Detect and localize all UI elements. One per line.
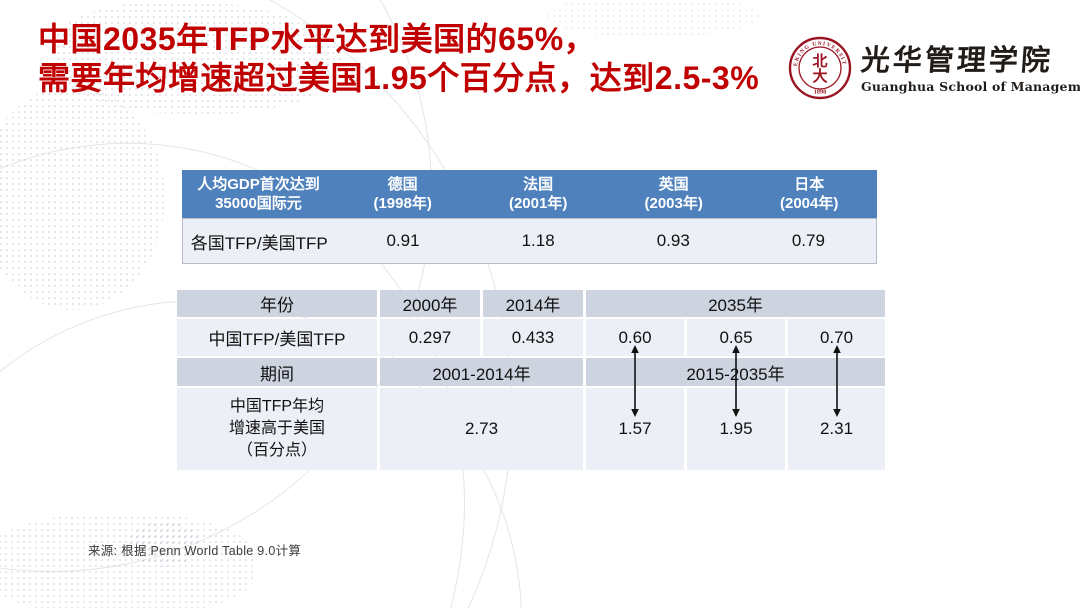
table1-header-gdp: 人均GDP首次达到 35000国际元 <box>182 170 335 218</box>
tfp-2035-low: 0.60 <box>586 319 684 356</box>
growth-label-line2: 增速高于美国 <box>228 420 325 437</box>
growth-label-line3: （百分点） <box>236 442 317 459</box>
country-name: 法国 <box>523 176 554 193</box>
tfp-2035-high: 0.70 <box>788 319 885 356</box>
header-gdp-line2: 35000国际元 <box>215 195 302 212</box>
university-logo: PEKING UNIVERSITY 1898 北 大 光华管理学院 Guangh… <box>788 36 1080 100</box>
header-gdp-line1: 人均GDP首次达到 <box>197 176 320 193</box>
growth-row-label: 中国TFP年均 增速高于美国 （百分点） <box>177 388 377 470</box>
logo-text: 光华管理学院 Guanghua School of Management <box>859 42 1080 94</box>
tfp-2000-value: 0.297 <box>380 319 480 356</box>
source-note: 来源: 根据 Penn World Table 9.0计算 <box>88 544 302 558</box>
year-2000: 2000年 <box>380 290 480 317</box>
pku-seal-icon: PEKING UNIVERSITY 1898 北 大 <box>788 36 852 100</box>
period-row-label: 期间 <box>177 358 377 386</box>
growth-2001-2014: 2.73 <box>380 388 583 470</box>
tfp-ratio-uk: 0.93 <box>656 231 690 250</box>
growth-row: 中国TFP年均 增速高于美国 （百分点） 2.73 1.57 1.95 2.31 <box>177 388 885 470</box>
tfp-ratio-germany: 0.91 <box>386 231 420 250</box>
country-name: 日本 <box>794 176 825 193</box>
double-arrow-icon <box>631 345 639 417</box>
country-name: 英国 <box>658 176 689 193</box>
year-row: 年份 2000年 2014年 2035年 <box>177 290 885 317</box>
tfp-ratio-japan: 0.79 <box>791 231 825 250</box>
slide-title-line1: 中国2035年TFP水平达到美国的65%， <box>38 21 597 57</box>
table1-header-uk: 英国 (2003年) <box>606 170 742 218</box>
seal-year-text: 1898 <box>814 89 826 96</box>
table1-data-row: 各国TFP/美国TFP 0.91 1.18 0.93 0.79 <box>182 218 877 264</box>
tfp-ratio-label: 中国TFP/美国TFP <box>177 319 377 356</box>
growth-label-line1: 中国TFP年均 <box>229 398 325 415</box>
gdp-tfp-comparison-table: 人均GDP首次达到 35000国际元 德国 (1998年) 法国 (2001年)… <box>182 170 877 264</box>
year-2035: 2035年 <box>586 290 885 317</box>
year-row-label: 年份 <box>177 290 377 317</box>
period-2001-2014: 2001-2014年 <box>380 358 583 386</box>
country-year: (2004年) <box>780 195 839 212</box>
double-arrow-icon <box>833 345 841 417</box>
period-row: 期间 2001-2014年 2015-2035年 <box>177 358 885 386</box>
dot-map-pattern <box>0 515 255 608</box>
year-2014: 2014年 <box>483 290 583 317</box>
logo-name-en: Guanghua School of Management <box>861 78 1080 94</box>
slide-title-line2: 需要年均增速超过美国1.95个百分点，达到2.5-3% <box>38 60 760 96</box>
slide-title: 中国2035年TFP水平达到美国的65%， 需要年均增速超过美国1.95个百分点… <box>38 20 759 98</box>
tfp-2014-value: 0.433 <box>483 319 583 356</box>
table1-header-row: 人均GDP首次达到 35000国际元 德国 (1998年) 法国 (2001年)… <box>182 170 877 218</box>
table1-header-france: 法国 (2001年) <box>470 170 606 218</box>
seal-glyph-bottom: 大 <box>812 67 827 85</box>
table1-header-japan: 日本 (2004年) <box>741 170 877 218</box>
logo-name-cn: 光华管理学院 <box>859 42 1055 77</box>
double-arrow-icon <box>732 345 740 417</box>
tfp-ratio-france: 1.18 <box>521 231 555 250</box>
seal-glyph-top: 北 <box>812 52 827 70</box>
china-tfp-projection-table: 年份 2000年 2014年 2035年 中国TFP/美国TFP 0.297 0… <box>177 290 885 472</box>
dot-map-pattern <box>0 85 165 310</box>
tfp-ratio-row: 中国TFP/美国TFP 0.297 0.433 0.60 0.65 0.70 <box>177 319 885 356</box>
country-name: 德国 <box>387 176 418 193</box>
table1-row-label: 各国TFP/美国TFP <box>190 233 328 253</box>
country-year: (2001年) <box>508 195 568 212</box>
country-year: (1998年) <box>373 195 432 212</box>
country-year: (2003年) <box>644 195 703 212</box>
table1-header-germany: 德国 (1998年) <box>335 170 471 218</box>
